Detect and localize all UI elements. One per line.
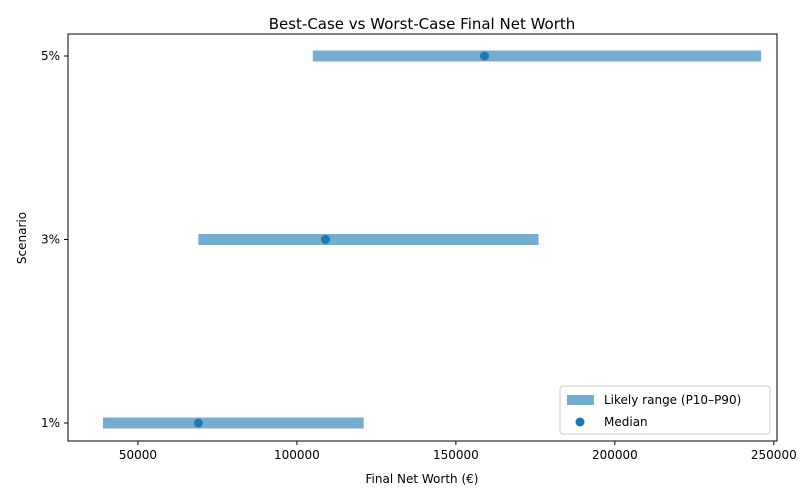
x-axis-label: Final Net Worth (€) — [366, 472, 479, 486]
legend-range-swatch — [567, 395, 594, 405]
legend-median-marker — [575, 417, 585, 427]
range-bar — [198, 234, 539, 245]
y-axis-ticks: 1% 3% 5% — [41, 49, 68, 430]
median-point — [479, 51, 489, 61]
x-tick-label: 250000 — [751, 448, 797, 462]
y-tick-label: 5% — [41, 49, 60, 63]
range-bars — [102, 50, 762, 429]
y-tick-label: 1% — [41, 416, 60, 430]
legend-box — [559, 385, 771, 435]
median-points — [193, 51, 489, 428]
chart-title: Best-Case vs Worst-Case Final Net Worth — [269, 15, 576, 33]
legend-median-label: Median — [604, 415, 648, 429]
range-bar — [102, 417, 364, 429]
x-tick-label: 50000 — [119, 448, 157, 462]
median-point — [321, 235, 331, 244]
y-tick-label: 3% — [41, 233, 60, 247]
x-tick-label: 100000 — [274, 448, 320, 462]
y-axis-label: Scenario — [15, 212, 29, 264]
median-point — [193, 418, 203, 428]
plot-frame — [67, 33, 778, 442]
x-axis-ticks: 50000 100000 150000 200000 250000 — [119, 441, 797, 462]
legend: Likely range (P10–P90) Median — [559, 385, 771, 435]
legend-range-label: Likely range (P10–P90) — [604, 393, 741, 407]
range-bar — [312, 50, 762, 62]
x-tick-label: 200000 — [592, 448, 638, 462]
x-tick-label: 150000 — [433, 448, 479, 462]
